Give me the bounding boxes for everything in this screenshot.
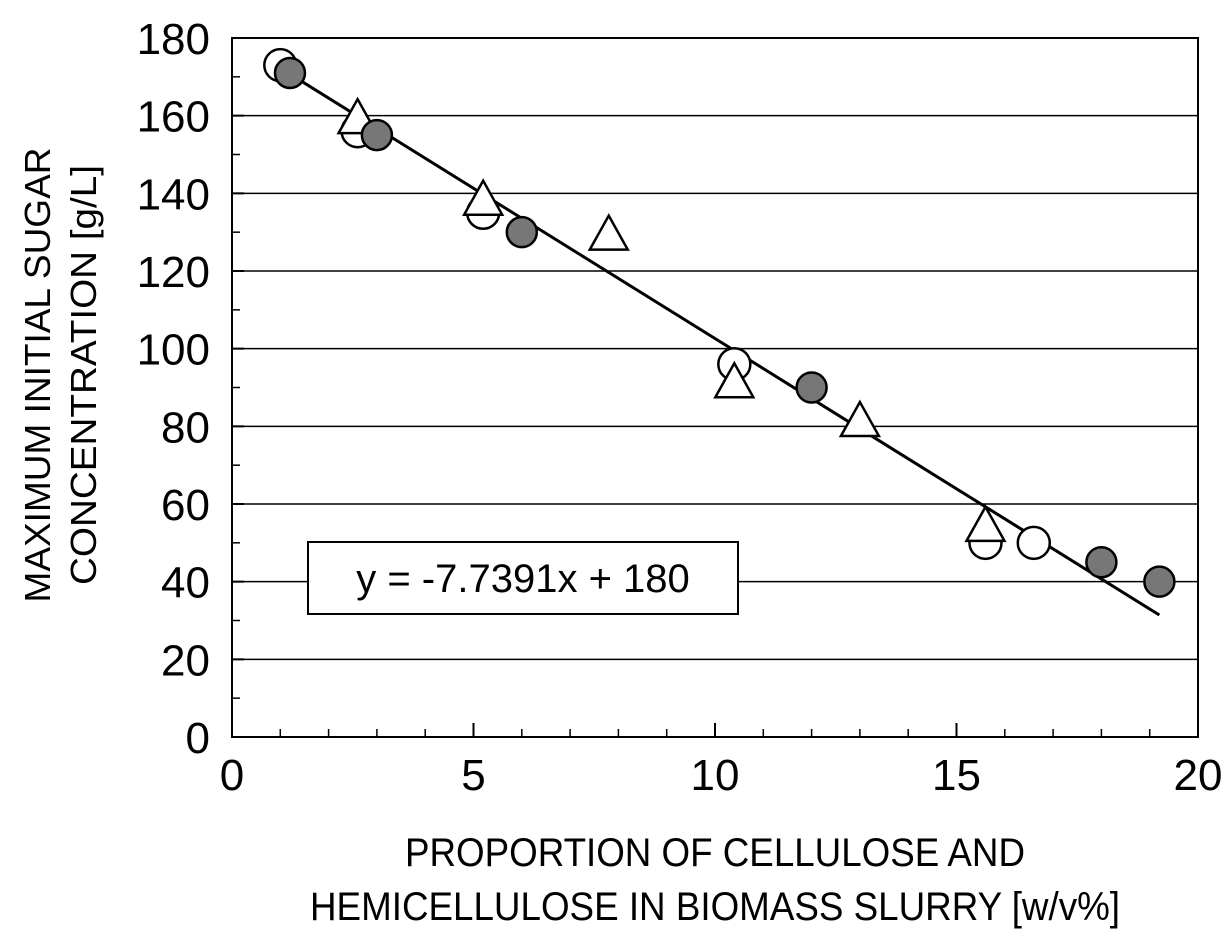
- filled-circle-point: [1144, 567, 1174, 597]
- y-tick-label: 140: [137, 170, 210, 219]
- y-axis-title-line-1: MAXIMUM INITIAL SUGAR: [17, 148, 58, 603]
- y-tick-label: 100: [137, 326, 210, 375]
- x-tick-label: 20: [1174, 751, 1223, 800]
- x-axis-title: PROPORTION OF CELLULOSE AND HEMICELLULOS…: [310, 831, 1120, 929]
- y-tick-label: 120: [137, 248, 210, 297]
- filled-circle-point: [1086, 547, 1116, 577]
- x-tick-label: 0: [220, 751, 244, 800]
- x-axis-title-line-2: HEMICELLULOSE IN BIOMASS SLURRY [w/v%]: [310, 885, 1120, 929]
- y-tick-labels: 0 20 40 60 80 100 120 140 160 180: [137, 15, 210, 763]
- filled-circle-point: [507, 217, 537, 247]
- y-tick-label: 0: [186, 714, 210, 763]
- y-tick-label: 20: [161, 636, 210, 685]
- y-tick-label: 40: [161, 559, 210, 608]
- triangle-point: [590, 216, 628, 250]
- filled-circle-point: [797, 373, 827, 403]
- filled-circle-point: [275, 58, 305, 88]
- x-tick-label: 10: [691, 751, 740, 800]
- equation-text: y = -7.7391x + 180: [356, 557, 690, 601]
- x-tick-label: 15: [932, 751, 981, 800]
- x-axis-title-line-1: PROPORTION OF CELLULOSE AND: [405, 831, 1025, 875]
- open-circle-point: [1018, 527, 1050, 559]
- equation-annotation: y = -7.7391x + 180: [308, 542, 738, 614]
- y-tick-label: 180: [137, 15, 210, 64]
- x-tick-labels: 0 5 10 15 20: [220, 751, 1223, 800]
- y-tick-label: 80: [161, 403, 210, 452]
- data-points: [264, 49, 1174, 596]
- y-tick-label: 60: [161, 481, 210, 530]
- triangle-point: [966, 507, 1004, 541]
- y-axis-title: MAXIMUM INITIAL SUGAR CONCENTRATION [g/L…: [17, 148, 104, 603]
- x-tick-label: 5: [461, 751, 485, 800]
- filled-circle-point: [362, 120, 392, 150]
- y-tick-label: 160: [137, 93, 210, 142]
- y-axis-title-line-2: CONCENTRATION [g/L]: [63, 165, 104, 585]
